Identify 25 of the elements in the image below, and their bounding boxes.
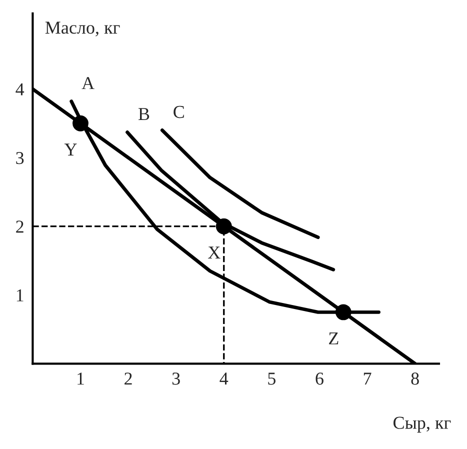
line-series: [126, 130, 336, 272]
annotation: C: [174, 106, 184, 118]
x-tick-label: 6: [316, 372, 324, 385]
point: [335, 304, 352, 320]
x-axis-title: Сыр, кг: [394, 416, 451, 433]
point: [216, 218, 232, 234]
y-axis-title: Масло, кг: [45, 22, 120, 36]
x-tick-label: 4: [220, 372, 228, 385]
x-tick-label: 8: [411, 372, 419, 385]
y-tick-label: 1: [16, 289, 24, 302]
x-tick-label: 2: [124, 372, 132, 385]
x-tick-label: 1: [78, 372, 84, 385]
annotation: A: [82, 77, 94, 90]
y-tick-label: 3: [16, 152, 24, 164]
line-series: [160, 128, 320, 240]
x-tick-label: 5: [268, 372, 276, 385]
annotation: Y: [64, 144, 77, 156]
annotation: X: [208, 246, 220, 258]
annotation: B: [138, 108, 150, 120]
y-tick-label: 4: [16, 83, 24, 96]
y-tick-label: 2: [16, 220, 24, 233]
point: [72, 115, 88, 132]
annotation: Z: [329, 332, 338, 344]
x-tick-label: 7: [364, 372, 372, 385]
x-tick-label: 3: [172, 372, 180, 385]
